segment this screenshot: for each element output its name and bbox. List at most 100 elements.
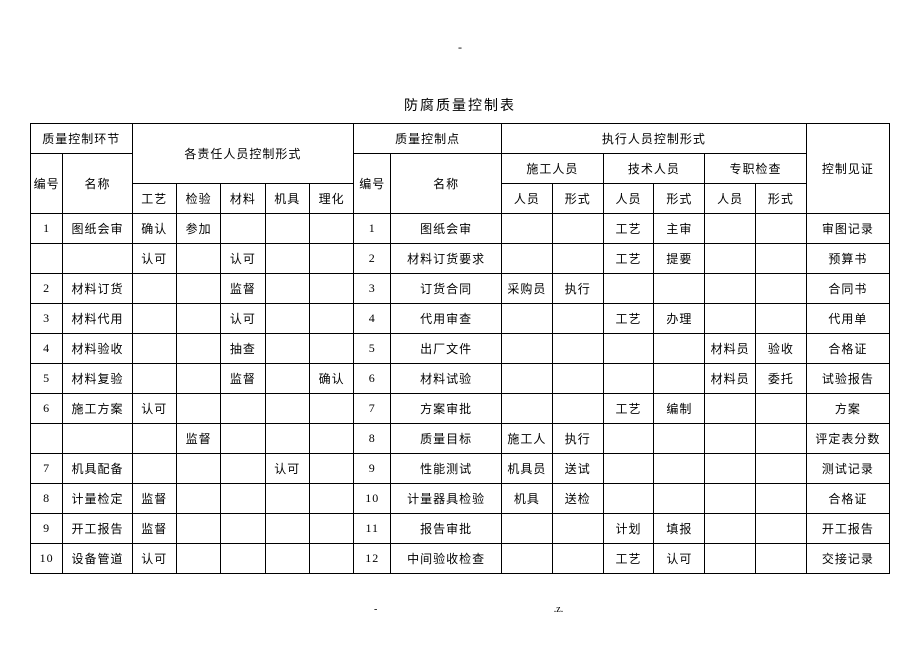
header-technical-personnel: 技术人员 xyxy=(603,154,705,184)
header-person3: 人员 xyxy=(705,184,756,214)
cell-name: 开工报告 xyxy=(63,514,132,544)
cell-num2: 1 xyxy=(354,214,391,244)
table-row: 7机具配备认可9性能测试机具员送试测试记录 xyxy=(31,454,890,484)
cell-inspection: 参加 xyxy=(176,214,220,244)
cell-witness: 评定表分数 xyxy=(806,424,889,454)
cell-num: 1 xyxy=(31,214,63,244)
cell-f1: 执行 xyxy=(552,274,603,304)
cell-f1 xyxy=(552,244,603,274)
cell-craft xyxy=(132,364,176,394)
cell-p1 xyxy=(502,394,553,424)
cell-material: 认可 xyxy=(221,244,265,274)
cell-f1 xyxy=(552,334,603,364)
cell-p1 xyxy=(502,544,553,574)
cell-f3 xyxy=(756,484,807,514)
cell-num2: 8 xyxy=(354,424,391,454)
cell-material xyxy=(221,454,265,484)
cell-name xyxy=(63,244,132,274)
cell-witness: 合格证 xyxy=(806,484,889,514)
cell-physical xyxy=(309,514,353,544)
cell-material xyxy=(221,544,265,574)
cell-num xyxy=(31,424,63,454)
cell-num: 5 xyxy=(31,364,63,394)
cell-inspection: 监督 xyxy=(176,424,220,454)
cell-num: 4 xyxy=(31,334,63,364)
cell-equipment xyxy=(265,304,309,334)
cell-p3: 材料员 xyxy=(705,364,756,394)
cell-f1 xyxy=(552,544,603,574)
header-form2: 形式 xyxy=(654,184,705,214)
cell-equipment xyxy=(265,544,309,574)
cell-num2: 5 xyxy=(354,334,391,364)
cell-name2: 方案审批 xyxy=(391,394,502,424)
cell-physical xyxy=(309,424,353,454)
cell-inspection xyxy=(176,544,220,574)
cell-inspection xyxy=(176,394,220,424)
cell-inspection xyxy=(176,364,220,394)
cell-p2 xyxy=(603,454,654,484)
cell-name2: 图纸会审 xyxy=(391,214,502,244)
cell-p2: 计划 xyxy=(603,514,654,544)
cell-f2: 认可 xyxy=(654,544,705,574)
cell-name2: 材料订货要求 xyxy=(391,244,502,274)
cell-p1: 施工人 xyxy=(502,424,553,454)
cell-equipment xyxy=(265,394,309,424)
cell-num2: 9 xyxy=(354,454,391,484)
cell-f3 xyxy=(756,394,807,424)
cell-num: 8 xyxy=(31,484,63,514)
cell-f3 xyxy=(756,424,807,454)
cell-physical xyxy=(309,544,353,574)
table-row: 1图纸会审确认参加1图纸会审工艺主审审图记录 xyxy=(31,214,890,244)
cell-f1: 执行 xyxy=(552,424,603,454)
cell-f3 xyxy=(756,514,807,544)
header-inspection: 检验 xyxy=(176,184,220,214)
cell-p3 xyxy=(705,304,756,334)
cell-p1: 采购员 xyxy=(502,274,553,304)
cell-material xyxy=(221,514,265,544)
table-row: 监督8质量目标施工人执行评定表分数 xyxy=(31,424,890,454)
header-material: 材料 xyxy=(221,184,265,214)
cell-material: 抽查 xyxy=(221,334,265,364)
cell-material xyxy=(221,424,265,454)
cell-f1 xyxy=(552,394,603,424)
cell-f2: 主审 xyxy=(654,214,705,244)
cell-p2 xyxy=(603,274,654,304)
cell-witness: 预算书 xyxy=(806,244,889,274)
cell-p2: 工艺 xyxy=(603,544,654,574)
cell-p2 xyxy=(603,364,654,394)
cell-craft xyxy=(132,454,176,484)
cell-witness: 测试记录 xyxy=(806,454,889,484)
cell-craft: 认可 xyxy=(132,244,176,274)
cell-f1 xyxy=(552,364,603,394)
cell-craft: 监督 xyxy=(132,514,176,544)
cell-inspection xyxy=(176,484,220,514)
cell-p2: 工艺 xyxy=(603,304,654,334)
cell-f3 xyxy=(756,454,807,484)
header-quality-point: 质量控制点 xyxy=(354,124,502,154)
header-num: 编号 xyxy=(31,154,63,214)
cell-num: 2 xyxy=(31,274,63,304)
cell-inspection xyxy=(176,454,220,484)
cell-name2: 材料试验 xyxy=(391,364,502,394)
header-execution: 执行人员控制形式 xyxy=(502,124,807,154)
cell-name2: 代用审查 xyxy=(391,304,502,334)
cell-f1: 送试 xyxy=(552,454,603,484)
cell-f1 xyxy=(552,514,603,544)
cell-witness: 试验报告 xyxy=(806,364,889,394)
table-row: 8计量检定监督10计量器具检验机具送检合格证 xyxy=(31,484,890,514)
cell-inspection xyxy=(176,304,220,334)
cell-f2 xyxy=(654,454,705,484)
cell-f2 xyxy=(654,484,705,514)
cell-name2: 中间验收检查 xyxy=(391,544,502,574)
quality-control-table: 质量控制环节 各责任人员控制形式 质量控制点 执行人员控制形式 控制见证 编号 … xyxy=(30,123,890,574)
cell-name: 材料代用 xyxy=(63,304,132,334)
cell-material: 监督 xyxy=(221,364,265,394)
cell-craft: 认可 xyxy=(132,544,176,574)
cell-name: 设备管道 xyxy=(63,544,132,574)
cell-name2: 性能测试 xyxy=(391,454,502,484)
cell-equipment xyxy=(265,364,309,394)
cell-f2 xyxy=(654,424,705,454)
cell-witness: 交接记录 xyxy=(806,544,889,574)
cell-f3 xyxy=(756,244,807,274)
cell-p1: 机具 xyxy=(502,484,553,514)
